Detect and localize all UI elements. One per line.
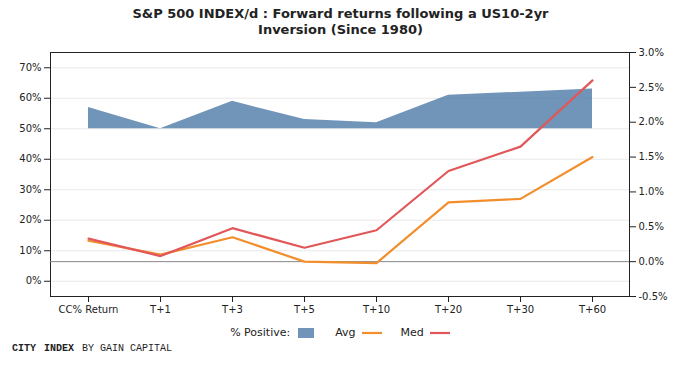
svg-text:T+10: T+10	[362, 304, 390, 315]
svg-text:T+60: T+60	[578, 304, 606, 315]
svg-text:1.0%: 1.0%	[639, 186, 664, 197]
svg-text:50%: 50%	[19, 123, 41, 134]
svg-text:T+1: T+1	[149, 304, 171, 315]
html-text:BY GAIN CAPITAL: BY GAIN CAPITAL	[82, 343, 172, 354]
svg-text:T+3: T+3	[221, 304, 243, 315]
svg-text:T+20: T+20	[434, 304, 462, 315]
svg-text:1.5%: 1.5%	[639, 151, 664, 162]
svg-text:2.5%: 2.5%	[639, 82, 664, 93]
svg-text:40%: 40%	[19, 153, 41, 164]
svg-text:10%: 10%	[19, 245, 41, 256]
html-text:CITY: CITY	[12, 343, 36, 354]
svg-text:3.0%: 3.0%	[639, 47, 664, 58]
html-text:INDEX: INDEX	[44, 343, 74, 354]
svg-text:30%: 30%	[19, 184, 41, 195]
svg-text:T+30: T+30	[506, 304, 534, 315]
html-text:% Positive:: % Positive:	[230, 326, 291, 339]
svg-text:0%: 0%	[26, 275, 42, 286]
svg-text:70%: 70%	[19, 62, 41, 73]
html-text:Med: Med	[400, 326, 424, 339]
svg-text:0.0%: 0.0%	[639, 256, 664, 267]
svg-text:-0.5%: -0.5%	[639, 291, 668, 302]
svg-text:60%: 60%	[19, 92, 41, 103]
svg-text:CC% Return: CC% Return	[59, 304, 119, 315]
svg-text:0.5%: 0.5%	[639, 221, 664, 232]
svg-text:T+5: T+5	[293, 304, 315, 315]
svg-text:20%: 20%	[19, 214, 41, 225]
svg-text:2.0%: 2.0%	[639, 116, 664, 127]
html-text:Avg: Avg	[335, 326, 356, 339]
html-text:S&P 500 INDEX/d : Forward retu: S&P 500 INDEX/d : Forward returns follow…	[132, 6, 549, 37]
